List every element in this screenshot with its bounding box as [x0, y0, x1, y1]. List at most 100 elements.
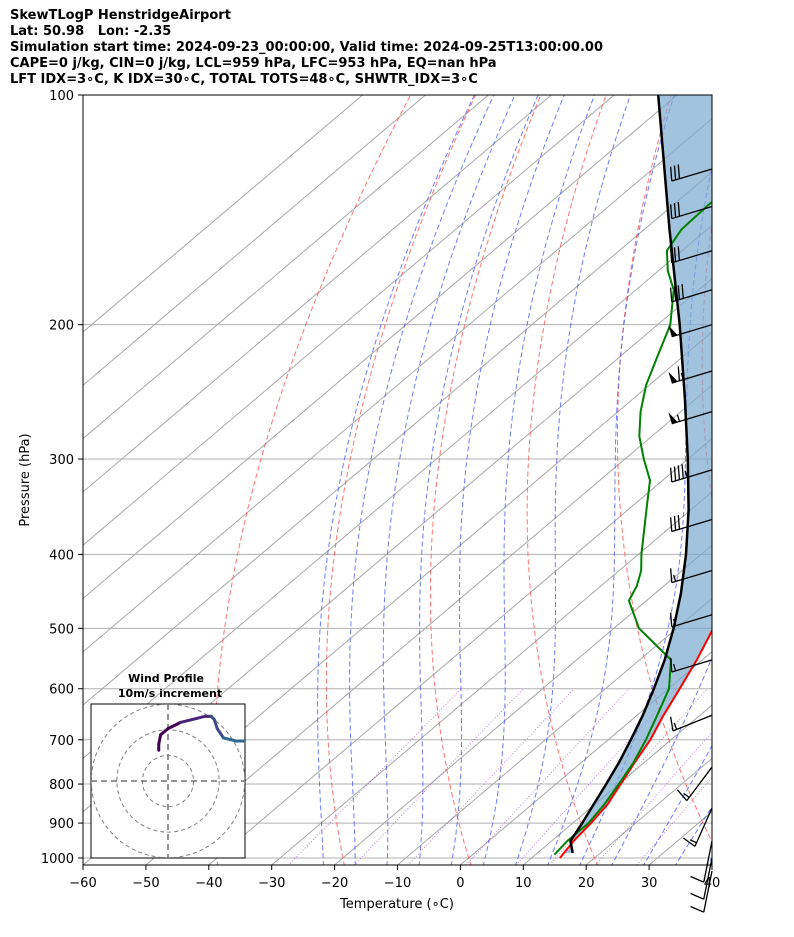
isotherm-line — [83, 95, 363, 333]
barb-half — [676, 414, 681, 422]
x-tick-label: −60 — [69, 876, 96, 891]
wind-barb — [669, 284, 713, 303]
barb-staff — [671, 518, 713, 533]
barb-staff — [671, 289, 713, 303]
isotherm-line — [83, 95, 615, 546]
barb-full — [677, 514, 681, 530]
barb-full — [669, 467, 673, 483]
barb-staff — [703, 840, 713, 883]
barb-full — [677, 285, 681, 300]
barb-half — [680, 372, 684, 380]
wind-barb — [682, 807, 713, 847]
dry-adiabat — [526, 95, 607, 865]
barb-half — [689, 839, 697, 844]
y-axis-ticks: 100 200 300 400 500 600 700 800 900 1000 — [41, 89, 83, 867]
barb-full — [690, 892, 705, 900]
isotherm-line — [459, 651, 712, 865]
x-tick-label: −30 — [258, 876, 285, 891]
isotherm-line — [270, 491, 712, 865]
wind-barb — [669, 246, 713, 264]
barb-full — [677, 164, 681, 179]
barb-staff — [671, 614, 713, 628]
wind-barb — [668, 411, 713, 425]
hodograph-segment — [310, 759, 322, 765]
moist-adiabat — [643, 744, 712, 865]
x-axis-label: Temperature (∘C) — [339, 897, 454, 912]
barb-half — [673, 722, 678, 730]
isotherm-line — [648, 811, 712, 865]
hodograph-segment — [215, 727, 225, 740]
y-tick-label: 900 — [49, 817, 74, 832]
barb-staff — [686, 766, 713, 802]
y-tick-label: 200 — [49, 319, 74, 334]
mixing-ratio-line — [465, 688, 630, 865]
isotherm-line — [396, 597, 712, 865]
wind-barb — [690, 870, 713, 913]
hodograph-subtitle: 10m/s increment — [118, 687, 222, 700]
barb-flag — [668, 371, 678, 384]
barb-full — [669, 287, 673, 302]
barb-full — [677, 201, 681, 217]
barb-full — [669, 657, 673, 673]
barb-full — [677, 246, 681, 261]
barb-full — [669, 568, 673, 583]
barb-full — [669, 612, 673, 627]
barb-staff — [671, 250, 713, 264]
barb-staff — [671, 205, 713, 220]
barb-staff — [671, 168, 713, 182]
barb-full — [677, 465, 681, 480]
hodograph-segment — [212, 717, 219, 731]
mixing-ratio-line — [636, 776, 712, 865]
barb-full — [669, 166, 673, 182]
isotherm-line — [522, 704, 712, 865]
barb-staff — [671, 659, 713, 673]
mixing-ratio-line — [353, 688, 524, 865]
mixing-ratio-lines — [288, 688, 712, 865]
isotherm-line — [333, 544, 712, 865]
mixing-ratio-line — [548, 688, 708, 865]
temperature-line — [559, 628, 712, 859]
isotherm-line — [764, 95, 794, 874]
barb-full — [669, 204, 673, 219]
mixing-ratio-line — [407, 688, 575, 865]
wind-barbs — [668, 164, 713, 913]
moist-adiabat — [547, 95, 675, 865]
barb-staff — [671, 324, 713, 338]
moist-adiabats — [317, 95, 712, 865]
isotherm-line — [83, 95, 678, 600]
moist-adiabat — [482, 95, 595, 865]
dry-adiabat — [701, 219, 712, 504]
x-tick-label: 20 — [578, 876, 595, 891]
barb-staff — [694, 807, 713, 847]
barb-staff — [703, 870, 713, 913]
hodograph-segment — [178, 717, 195, 724]
title-line-stability: LFT IDX=3∘C, K IDX=30∘C, TOTAL TOTS=48∘C… — [10, 72, 478, 87]
moist-adiabat — [382, 95, 516, 865]
barb-half — [672, 618, 677, 626]
hodograph-segment — [166, 720, 182, 731]
moist-adiabat — [418, 95, 539, 865]
barb-full — [673, 516, 677, 531]
barb-full — [669, 248, 673, 263]
barb-half — [672, 574, 677, 582]
wind-barb — [669, 164, 713, 182]
hodograph-segment — [297, 753, 309, 759]
wind-barb — [668, 366, 713, 384]
barb-full — [669, 517, 673, 532]
barb-half — [683, 792, 690, 798]
moist-adiabat — [317, 95, 475, 865]
barb-flag — [668, 325, 678, 337]
y-axis-label: Pressure (hPa) — [18, 433, 33, 526]
hodograph-segment — [191, 714, 207, 721]
y-tick-label: 700 — [49, 734, 74, 749]
hodograph-segment — [221, 736, 238, 743]
barb-full — [669, 716, 674, 731]
y-tick-label: 500 — [49, 622, 74, 637]
barb-staff — [671, 569, 713, 584]
x-tick-label: −40 — [195, 876, 222, 891]
cape-area — [563, 95, 712, 853]
wind-barb — [669, 201, 713, 220]
hodograph-segment — [159, 727, 170, 737]
barb-staff — [671, 469, 713, 483]
